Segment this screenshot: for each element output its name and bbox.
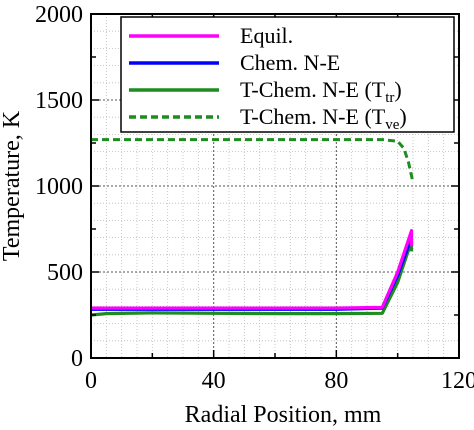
x-tick-label: 0 (85, 368, 97, 394)
series-line-2 (90, 239, 414, 317)
legend-label-3: T-Chem. N-E (Tve) (240, 104, 407, 133)
y-tick-label: 500 (47, 260, 83, 286)
x-tick-label: 80 (324, 368, 348, 394)
y-axis-title: Temperature, K (0, 110, 25, 261)
legend-label-text: Equil. (240, 23, 293, 48)
legend-label-1: Chem. N-E (240, 50, 340, 75)
x-tick-label: 40 (202, 368, 226, 394)
tick-labels: 0 40 80 120 0 500 1000 1500 2000 (35, 2, 474, 394)
legend-label-0: Equil. (240, 23, 293, 48)
legend: Equil.Chem. N-ET-Chem. N-E (Ttr)T-Chem. … (120, 16, 455, 133)
legend-label-text: T-Chem. N-E (T (240, 104, 386, 129)
y-tick-label: 0 (71, 346, 83, 372)
y-tick-label: 1500 (35, 88, 83, 114)
series-line-0 (91, 229, 414, 310)
legend-label-2: T-Chem. N-E (Ttr) (240, 77, 402, 106)
legend-label-text: T-Chem. N-E (T (240, 77, 386, 102)
legend-label-subscript: tr (385, 90, 394, 106)
y-tick-label: 1000 (35, 174, 83, 200)
legend-label-close: ) (399, 104, 406, 129)
series-line-1 (91, 237, 414, 311)
x-tick-label: 120 (441, 368, 474, 394)
y-tick-label: 2000 (35, 2, 83, 28)
legend-label-text: Chem. N-E (240, 50, 340, 75)
series-line-3 (91, 138, 415, 183)
series-layer (90, 138, 415, 317)
legend-label-subscript: ve (385, 117, 400, 133)
legend-label-close: ) (394, 77, 401, 102)
x-axis-title: Radial Position, mm (185, 402, 382, 428)
